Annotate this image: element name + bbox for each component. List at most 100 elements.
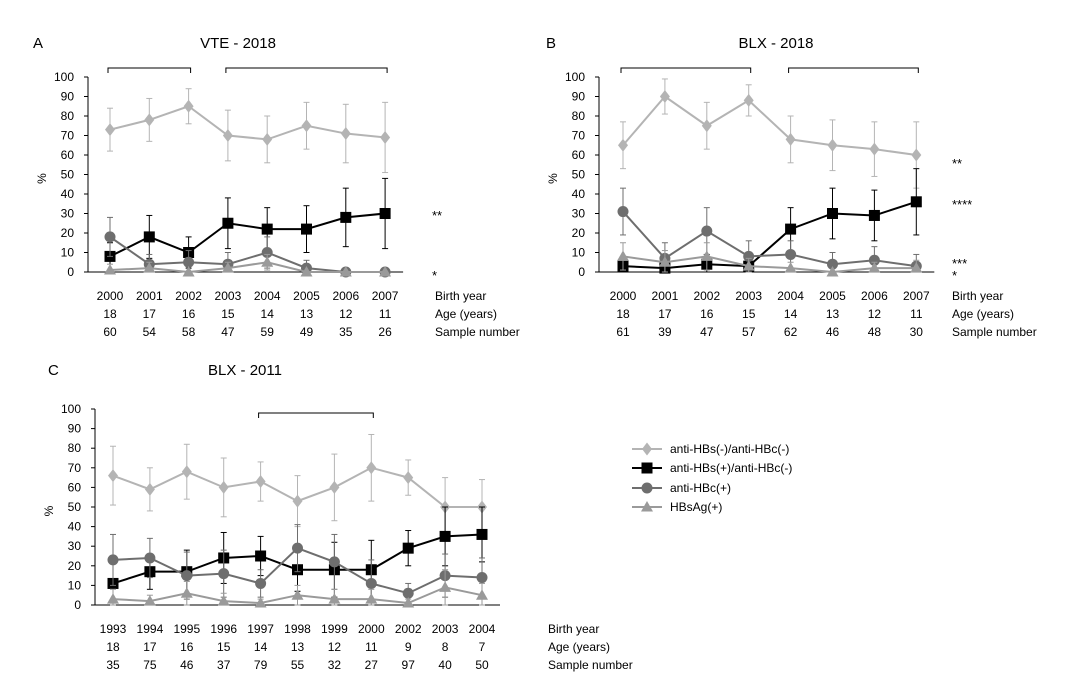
legend-item-anti-hbs-anti-hbc: anti-HBs(-)/anti-HBc(-) — [632, 442, 789, 456]
birth-year-label: 1994 — [137, 622, 164, 636]
panel-label: B — [546, 35, 556, 52]
age-label: 18 — [616, 307, 630, 321]
data-point — [868, 254, 880, 266]
y-tick-label: 60 — [572, 148, 586, 162]
y-tick-label: 90 — [68, 422, 82, 436]
data-point — [827, 138, 838, 152]
birth-year-label: 1993 — [100, 622, 127, 636]
y-tick-label: 20 — [68, 559, 82, 573]
birth-year-label: 2002 — [693, 289, 720, 303]
data-point — [869, 142, 880, 156]
y-tick-label: 0 — [67, 265, 74, 279]
age-label: 16 — [700, 307, 714, 321]
sample-number-label: 35 — [106, 658, 120, 672]
birth-year-label: 2004 — [777, 289, 804, 303]
data-point — [784, 262, 797, 273]
data-point — [365, 593, 378, 604]
y-tick-label: 50 — [61, 168, 75, 182]
panel-title: BLX - 2018 — [738, 35, 813, 52]
row-label-sample-number: Sample number — [548, 658, 633, 672]
y-axis-label: % — [546, 173, 560, 184]
y-tick-label: 30 — [572, 207, 586, 221]
birth-year-label: 2006 — [332, 289, 359, 303]
data-point — [339, 266, 352, 277]
legend-label: anti-HBs(-)/anti-HBc(-) — [670, 442, 789, 456]
data-point — [911, 148, 922, 162]
data-point — [183, 99, 194, 113]
age-label: 7 — [479, 640, 486, 654]
data-point — [180, 587, 193, 598]
legend-item-anti-hbc: anti-HBc(+) — [632, 481, 731, 495]
sample-number-label: 48 — [868, 325, 882, 339]
age-label: 13 — [300, 307, 314, 321]
series-hbsag — [107, 569, 488, 608]
row-label-age: Age (years) — [952, 307, 1014, 321]
data-point — [143, 262, 156, 273]
y-tick-label: 100 — [61, 402, 81, 416]
birth-year-label: 2000 — [97, 289, 124, 303]
age-label: 12 — [868, 307, 882, 321]
data-point — [183, 256, 195, 268]
y-tick-label: 50 — [572, 168, 586, 182]
age-label: 11 — [365, 640, 378, 654]
data-point — [785, 248, 797, 260]
series-line — [109, 261, 386, 274]
series-line — [622, 210, 917, 268]
birth-year-label: 1998 — [284, 622, 311, 636]
sample-number-label: 60 — [103, 325, 117, 339]
age-label: 17 — [143, 307, 157, 321]
data-point — [301, 119, 312, 133]
series-anti-hbs-anti-hbc — [104, 177, 391, 271]
data-point — [617, 250, 629, 261]
data-point — [107, 554, 119, 566]
birth-year-label: 2007 — [903, 289, 930, 303]
birth-year-label: 2001 — [652, 289, 679, 303]
data-point — [328, 593, 341, 604]
birth-year-label: 1999 — [321, 622, 348, 636]
birth-year-label: 2004 — [469, 622, 496, 636]
sample-number-label: 62 — [784, 325, 798, 339]
data-point — [222, 217, 234, 229]
data-point — [402, 542, 414, 554]
sample-number-label: 79 — [254, 658, 268, 672]
sample-number-label: 27 — [365, 658, 379, 672]
y-tick-label: 90 — [61, 90, 75, 104]
panel-title: BLX - 2011 — [208, 362, 282, 379]
birth-year-label: 2007 — [372, 289, 399, 303]
series-line — [622, 200, 917, 270]
data-point — [403, 471, 414, 485]
y-tick-label: 20 — [572, 226, 586, 240]
data-point — [476, 528, 488, 540]
sample-number-label: 57 — [742, 325, 756, 339]
circle-marker-icon — [641, 482, 653, 494]
data-point — [785, 223, 797, 235]
row-label-birth-year: Birth year — [435, 289, 486, 303]
data-point — [476, 589, 488, 600]
data-point — [255, 550, 267, 562]
y-tick-label: 100 — [565, 70, 585, 84]
data-point — [742, 260, 755, 271]
y-tick-label: 40 — [572, 187, 586, 201]
legend-item-hbsag: HBsAg(+) — [632, 500, 722, 514]
square-marker-icon — [641, 462, 653, 474]
y-tick-label: 30 — [68, 539, 82, 553]
sample-number-label: 46 — [826, 325, 840, 339]
data-point — [476, 572, 488, 584]
age-label: 14 — [261, 307, 275, 321]
y-tick-label: 70 — [68, 461, 82, 475]
sample-number-label: 97 — [402, 658, 416, 672]
data-point — [365, 577, 377, 589]
y-tick-label: 40 — [61, 187, 75, 201]
sample-number-label: 61 — [616, 325, 630, 339]
sample-number-label: 30 — [910, 325, 924, 339]
comparison-bracket — [225, 67, 388, 73]
data-point — [255, 475, 266, 489]
age-label: 9 — [405, 640, 412, 654]
y-tick-label: 70 — [61, 129, 75, 143]
y-axis-label: % — [42, 505, 56, 516]
data-point — [143, 595, 156, 606]
age-label: 12 — [328, 640, 342, 654]
row-label-sample-number: Sample number — [952, 325, 1037, 339]
age-label: 17 — [143, 640, 157, 654]
data-point — [261, 247, 273, 258]
